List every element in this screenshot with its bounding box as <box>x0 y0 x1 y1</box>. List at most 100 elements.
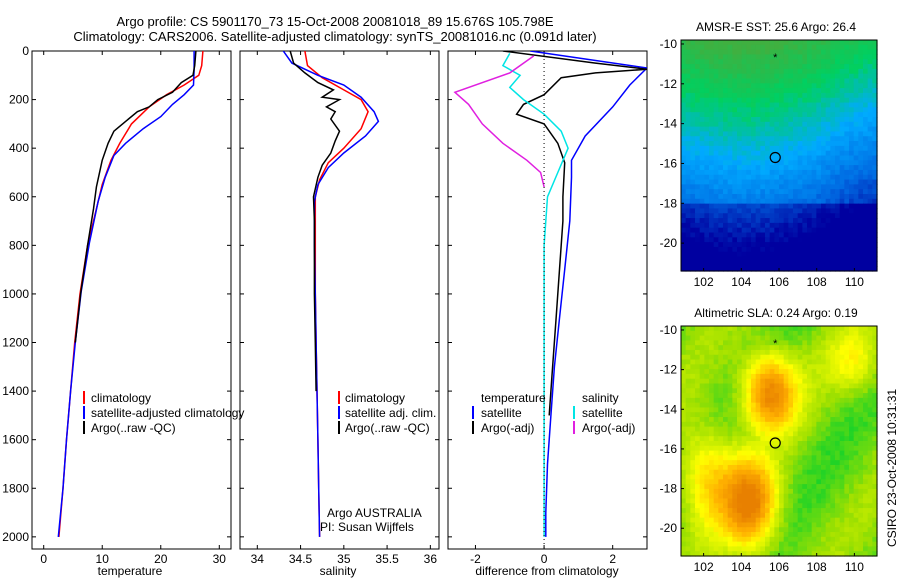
sst-cell <box>821 218 827 224</box>
sla-cell <box>783 532 789 538</box>
sla-cell <box>839 378 845 385</box>
sla-cell <box>858 474 864 480</box>
sst-cell <box>746 227 752 234</box>
sst-cell <box>723 150 729 157</box>
sla-cell <box>839 383 845 389</box>
sst-cell <box>755 121 761 128</box>
sla-cell <box>681 527 687 533</box>
sst-cell <box>821 266 827 272</box>
sla-cell <box>699 512 705 519</box>
sst-cell <box>769 83 775 89</box>
sst-cell <box>727 169 733 176</box>
sla-cell <box>695 512 701 519</box>
sst-cell <box>746 64 752 70</box>
sst-cell <box>685 174 691 181</box>
sla-cell <box>839 421 845 428</box>
sst-cell <box>690 126 696 133</box>
sla-cell <box>765 498 771 504</box>
sst-cell <box>853 78 859 84</box>
sst-cell <box>779 44 785 51</box>
sst-cell <box>793 256 799 262</box>
sla-cell <box>797 469 803 476</box>
sst-cell <box>849 136 855 142</box>
sla-cell <box>746 436 752 442</box>
sst-cell <box>839 59 845 65</box>
sst-cell <box>732 160 738 166</box>
sla-cell <box>839 326 845 332</box>
sla-cell <box>755 364 761 370</box>
sla-cell <box>807 412 813 418</box>
sla-cell <box>793 488 799 495</box>
sla-cell <box>737 450 743 456</box>
sla-cell <box>821 364 827 370</box>
sst-cell <box>723 198 729 205</box>
sla-cell <box>709 349 715 356</box>
sla-cell <box>727 330 733 337</box>
sla-cell <box>835 484 841 490</box>
sla-cell <box>751 441 757 447</box>
sst-cell <box>858 102 864 108</box>
sla-cell <box>709 536 715 543</box>
sla-cell <box>704 479 710 485</box>
sla-cell <box>737 484 743 490</box>
temp-xtick-label: 10 <box>96 552 110 566</box>
sst-cell <box>751 102 757 108</box>
sst-cell <box>783 174 789 181</box>
sla-cell <box>779 349 785 356</box>
sla-cell <box>858 431 864 437</box>
sla-cell <box>718 326 724 332</box>
sst-cell <box>709 107 715 113</box>
sst-cell <box>779 218 785 224</box>
sla-cell <box>727 412 733 418</box>
sst-cell <box>872 54 878 60</box>
sst-cell <box>788 203 794 210</box>
sla-cell <box>830 345 836 351</box>
sst-cell <box>867 92 873 99</box>
sla-cell <box>783 484 789 490</box>
sst-cell <box>685 92 691 99</box>
sst-cell <box>835 131 841 137</box>
sla-cell <box>797 373 803 380</box>
sst-cell <box>858 222 864 229</box>
sla-cell <box>765 488 771 495</box>
sst-cell <box>699 40 705 46</box>
sla-cell <box>723 474 729 480</box>
sla-cell <box>863 330 869 337</box>
sla-cell <box>793 508 799 514</box>
sla-cell <box>783 551 789 557</box>
sst-cell <box>713 232 719 238</box>
sla-cell <box>732 479 738 485</box>
sla-cell <box>723 335 729 341</box>
sst-cell <box>695 83 701 89</box>
sst-cell <box>844 136 850 142</box>
sla-cell <box>849 445 855 452</box>
sla-cell <box>835 522 841 528</box>
sst-cell <box>709 261 715 267</box>
sla-cell <box>863 464 869 471</box>
sst-cell <box>858 203 864 210</box>
sla-cell <box>811 359 817 365</box>
sla-cell <box>793 335 799 341</box>
sla-cell <box>690 503 696 509</box>
sst-cell <box>835 97 841 104</box>
sst-cell <box>783 261 789 267</box>
sst-cell <box>849 155 855 161</box>
sst-cell <box>811 251 817 258</box>
sla-cell <box>802 345 808 351</box>
sla-cell <box>690 412 696 418</box>
sla-cell <box>839 498 845 504</box>
sla-cell <box>811 479 817 485</box>
sla-cell <box>858 441 864 447</box>
sla-cell <box>774 441 780 447</box>
sst-cell <box>751 160 757 166</box>
sla-cell <box>690 335 696 341</box>
sla-cell <box>732 445 738 452</box>
sst-cell <box>835 78 841 84</box>
sst-cell <box>713 44 719 51</box>
sst-cell <box>769 88 775 94</box>
sst-cell <box>704 49 710 56</box>
sla-cell <box>858 373 864 380</box>
sst-cell <box>737 266 743 272</box>
sla-cell <box>690 402 696 409</box>
sst-cell <box>811 136 817 142</box>
